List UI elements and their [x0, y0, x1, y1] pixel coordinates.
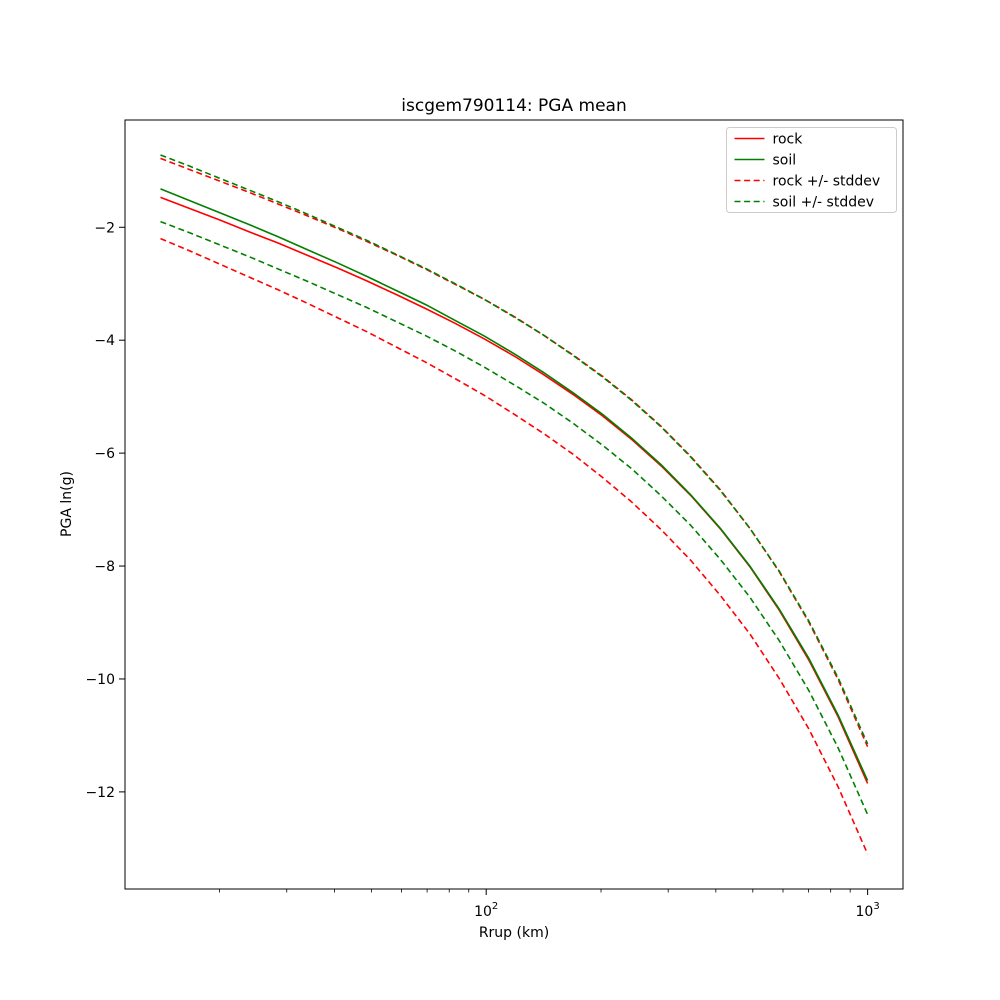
x-tick-label: 103 [856, 901, 880, 920]
y-tick-label: −8 [94, 559, 115, 575]
legend-label: soil +/- stddev [773, 195, 875, 211]
legend-entry-soil: soil [734, 153, 797, 169]
y-tick-label: −12 [85, 785, 115, 801]
legend-box [726, 127, 897, 213]
y-tick-label: −4 [94, 333, 115, 349]
legend-label: rock +/- stddev [773, 174, 881, 190]
plot-frame [124, 119, 904, 890]
series-line-soil-minus-stddev [160, 220, 869, 815]
legend-entry-rock-plus-stddev: rock +/- stddev [734, 174, 881, 190]
y-tick-label: −6 [94, 446, 115, 462]
y-tick-label: −2 [94, 220, 115, 236]
y-tick-label: −10 [85, 672, 115, 688]
series-line-rock-minus-stddev [160, 237, 869, 855]
x-tick-label: 102 [474, 901, 498, 920]
legend-entry-rock: rock [734, 132, 804, 148]
y-axis-label: PGA ln(g) [59, 471, 75, 537]
legend-label: rock [773, 132, 804, 148]
chart-title: iscgem790114: PGA mean [401, 96, 626, 116]
series-line-soil [160, 188, 869, 781]
series-line-rock-plusstddev [160, 157, 869, 748]
plot-area: −2 −4 −6 −8 −10 −12 102 103 rock soil rock +/- std… [85, 119, 904, 920]
x-axis-label: Rrup (km) [479, 925, 549, 941]
legend-entry-soil-plus-stddev: soil +/- stddev [734, 195, 875, 211]
series-line-soil-plusstddev [160, 154, 869, 745]
legend-label: soil [773, 153, 797, 169]
legend: rock soil rock +/- stddev soil +/- stddev [726, 127, 897, 213]
